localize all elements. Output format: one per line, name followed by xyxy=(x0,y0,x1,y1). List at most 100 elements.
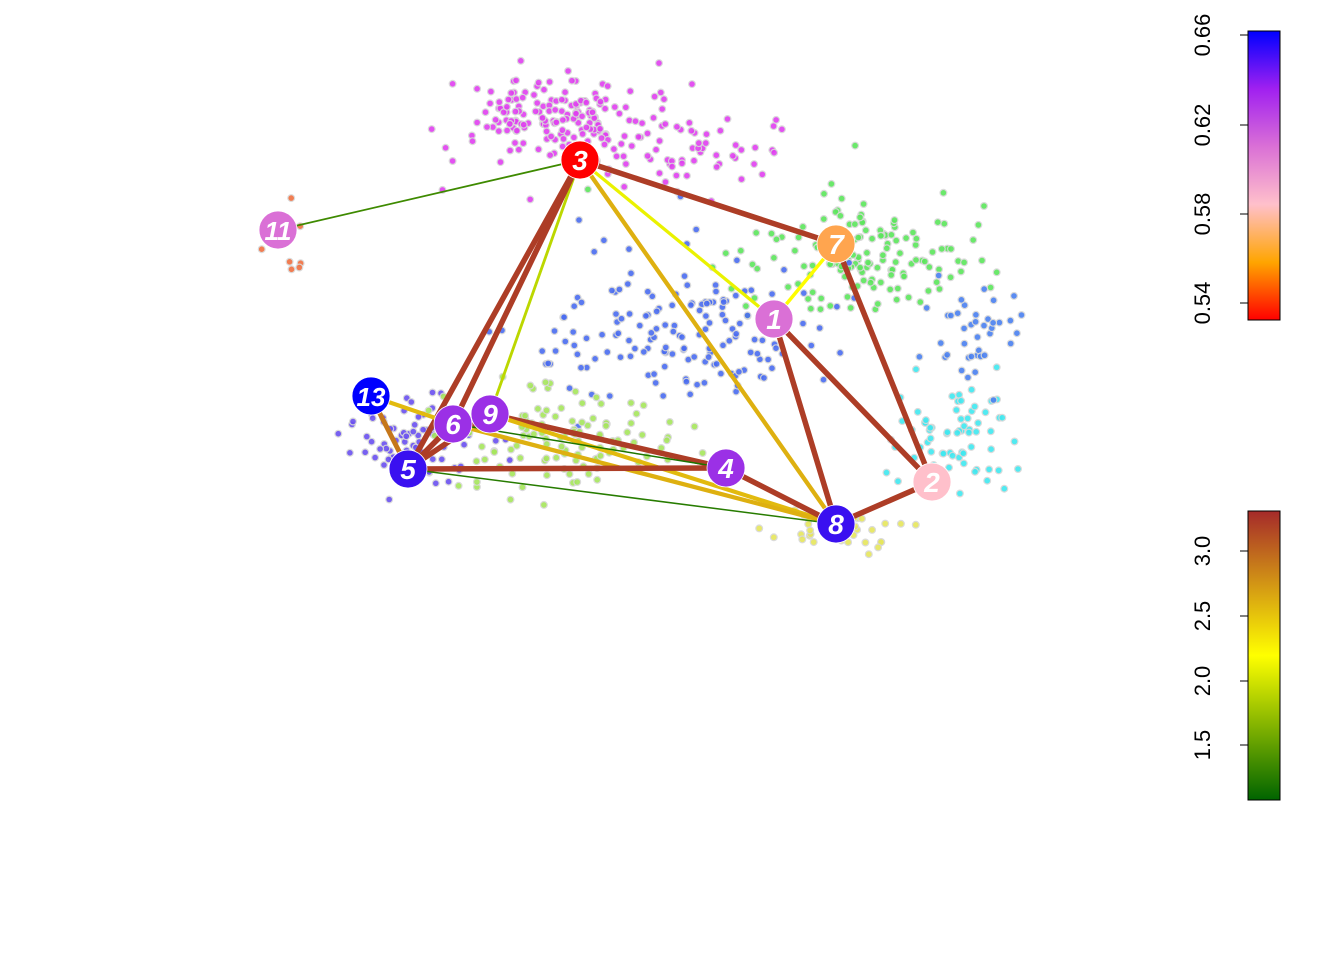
cell-point xyxy=(541,86,548,93)
cell-point xyxy=(954,430,961,437)
cell-point xyxy=(694,381,701,388)
cell-point xyxy=(598,135,605,142)
node-5[interactable]: 5 xyxy=(389,450,427,488)
cell-point xyxy=(713,361,720,368)
cell-point xyxy=(411,421,418,428)
node-11[interactable]: 11 xyxy=(259,211,297,249)
cell-point xyxy=(984,477,991,484)
cell-point xyxy=(656,138,663,145)
cell-point xyxy=(975,222,982,229)
cell-point xyxy=(543,128,550,135)
cell-point xyxy=(883,245,890,252)
cell-point xyxy=(773,345,780,352)
cell-point xyxy=(558,96,565,103)
node-label: 11 xyxy=(265,216,292,246)
node-13[interactable]: 13 xyxy=(352,377,390,415)
cell-point xyxy=(816,325,823,332)
cell-point xyxy=(546,79,553,86)
cell-point xyxy=(579,400,586,407)
cell-point xyxy=(648,329,655,336)
cell-point xyxy=(633,410,640,417)
cell-point xyxy=(497,159,504,166)
cell-point xyxy=(258,246,265,253)
cell-point xyxy=(729,152,736,159)
cell-point xyxy=(624,281,631,288)
cell-point xyxy=(892,259,899,266)
cell-point xyxy=(627,88,634,95)
cell-point xyxy=(695,140,702,147)
node-9[interactable]: 9 xyxy=(471,395,509,433)
node-4[interactable]: 4 xyxy=(707,449,745,487)
cell-point xyxy=(869,527,876,534)
cell-point xyxy=(759,171,766,178)
cell-point xyxy=(713,152,720,159)
cell-point xyxy=(779,126,786,133)
cell-point xyxy=(461,441,468,448)
cell-point xyxy=(972,318,979,325)
cell-point xyxy=(999,414,1006,421)
cell-point xyxy=(442,144,449,151)
cell-point xyxy=(968,353,975,360)
cell-point xyxy=(611,104,618,111)
cell-point xyxy=(616,110,623,117)
cell-point xyxy=(684,172,691,179)
cell-point xyxy=(569,418,576,425)
node-label: 5 xyxy=(400,454,416,485)
cell-point xyxy=(609,287,616,294)
cell-point xyxy=(552,348,559,355)
node-2[interactable]: 2 xyxy=(913,463,951,501)
cell-point xyxy=(507,147,514,154)
cell-point xyxy=(527,196,534,203)
cell-point xyxy=(679,334,686,341)
cell-point xyxy=(552,107,559,114)
node-legend-tick-label: 0.54 xyxy=(1190,282,1215,325)
cell-point xyxy=(960,460,967,467)
cell-point xyxy=(883,469,890,476)
cell-point xyxy=(934,219,941,226)
cell-point xyxy=(545,360,552,367)
cell-point xyxy=(522,412,529,419)
node-6[interactable]: 6 xyxy=(434,405,472,443)
cell-point xyxy=(535,79,542,86)
cell-point xyxy=(644,288,651,295)
cell-point xyxy=(474,119,481,126)
cell-point xyxy=(887,286,894,293)
cell-point xyxy=(958,367,965,374)
node-3[interactable]: 3 xyxy=(561,141,599,179)
cell-point xyxy=(927,424,934,431)
cell-point xyxy=(713,164,720,171)
cell-point xyxy=(481,456,488,463)
cell-point xyxy=(624,429,631,436)
cell-point xyxy=(288,195,295,202)
cell-point xyxy=(929,249,936,256)
cell-point xyxy=(751,336,758,343)
cell-point xyxy=(689,81,696,88)
cell-point xyxy=(534,100,541,107)
cell-point xyxy=(898,520,905,527)
cell-point xyxy=(818,295,825,302)
node-1[interactable]: 1 xyxy=(755,300,793,338)
cell-point xyxy=(894,285,901,292)
node-7[interactable]: 7 xyxy=(817,225,855,263)
cell-point xyxy=(773,117,780,124)
cell-point xyxy=(566,471,573,478)
cell-point xyxy=(666,419,673,426)
cell-point xyxy=(505,96,512,103)
cell-point xyxy=(901,273,908,280)
cell-point xyxy=(517,57,524,64)
edge-5-8 xyxy=(408,469,836,524)
cell-point xyxy=(875,544,882,551)
cell-point xyxy=(810,539,817,546)
cell-point xyxy=(574,479,581,486)
cell-point xyxy=(944,429,951,436)
node-8[interactable]: 8 xyxy=(817,505,855,543)
cell-point xyxy=(368,438,375,445)
cell-point xyxy=(553,119,560,126)
cell-point xyxy=(970,237,977,244)
cell-point xyxy=(621,183,628,190)
cell-point xyxy=(663,437,670,444)
cell-point xyxy=(579,113,586,120)
cell-point xyxy=(981,203,988,210)
cell-point xyxy=(543,455,550,462)
cell-point xyxy=(512,140,519,147)
